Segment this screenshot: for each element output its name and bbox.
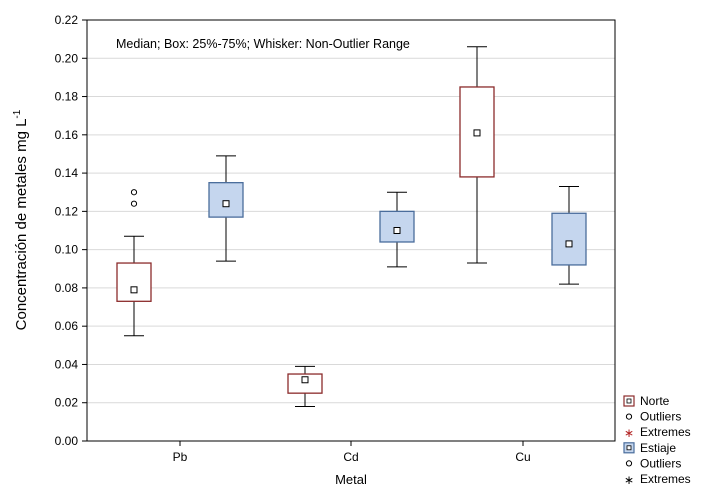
y-tick-label: 0.12 xyxy=(55,204,79,218)
box-iqr xyxy=(208,182,244,218)
legend-label: Extremes xyxy=(640,425,691,439)
box-iqr xyxy=(379,210,415,243)
box-norte-cu xyxy=(459,46,495,264)
median-marker xyxy=(393,227,401,234)
y-tick-label: 0.10 xyxy=(55,243,79,257)
legend-median-icon xyxy=(626,398,632,404)
y-tick-label: 0.04 xyxy=(55,357,79,371)
x-tick-label: Cd xyxy=(343,450,358,464)
outlier-point xyxy=(130,200,138,207)
median-marker xyxy=(130,286,138,294)
box-series xyxy=(116,46,587,408)
legend-median-icon xyxy=(626,445,632,451)
y-tick-label: 0.18 xyxy=(55,90,79,104)
box-norte-pb xyxy=(116,189,152,337)
box-estiaje-pb xyxy=(208,155,244,262)
legend-label: Outliers xyxy=(640,410,681,424)
legend-item-estiaje: Estiaje xyxy=(623,441,676,455)
x-tick-label: Pb xyxy=(173,450,188,464)
y-axis-label-superscript: -1 xyxy=(12,109,23,118)
legend-outlier-icon xyxy=(625,413,633,420)
y-tick-label: 0.08 xyxy=(55,281,79,295)
box-estiaje-cu xyxy=(551,185,587,285)
x-axis-ticks: Pb Cd Cu xyxy=(173,441,531,464)
legend-label: Extremes xyxy=(640,472,691,486)
median-marker xyxy=(222,200,230,208)
y-tick-label: 0.20 xyxy=(55,51,79,65)
y-tick-label: 0.02 xyxy=(55,396,79,410)
median-marker xyxy=(473,129,481,137)
y-tick-label: 0.00 xyxy=(55,434,79,448)
legend-label: Estiaje xyxy=(640,441,676,455)
legend-label: Norte xyxy=(640,394,670,408)
y-axis-label: Concentración de metales mg L-1 xyxy=(12,109,30,330)
legend-item-outliers: Outliers xyxy=(625,456,681,470)
chart-annotation: Median; Box: 25%-75%; Whisker: Non-Outli… xyxy=(116,37,410,51)
box-iqr xyxy=(116,262,152,302)
legend-extreme-icon: ∗ xyxy=(624,473,634,487)
y-tick-label: 0.22 xyxy=(55,13,79,27)
y-tick-label: 0.16 xyxy=(55,128,79,142)
legend-extreme-icon: ∗ xyxy=(624,426,634,440)
legend-label: Outliers xyxy=(640,456,681,470)
y-axis-label-main: Concentración de metales mg L xyxy=(13,119,30,331)
box-iqr xyxy=(551,212,587,266)
median-marker xyxy=(301,376,309,384)
grid-lines xyxy=(87,57,615,404)
x-tick-label: Cu xyxy=(515,450,530,464)
y-tick-label: 0.06 xyxy=(55,319,79,333)
legend-outlier-icon xyxy=(625,460,633,467)
box-iqr xyxy=(287,373,323,394)
plot-frame xyxy=(86,19,616,442)
box-estiaje-cd xyxy=(379,191,415,268)
y-tick-label: 0.14 xyxy=(55,166,79,180)
legend-item-norte: Norte xyxy=(623,394,670,408)
legend-item-extremes: ∗ Extremes xyxy=(624,425,691,440)
y-axis-ticks: 0.00 0.02 0.04 0.06 0.08 0.10 0.12 0.14 0.16 0.18… xyxy=(55,13,87,448)
box-norte-cd xyxy=(287,365,323,408)
legend-item-extremes: ∗ Extremes xyxy=(624,472,691,487)
median-marker xyxy=(565,240,573,248)
x-axis-label: Metal xyxy=(335,472,367,487)
legend-item-outliers: Outliers xyxy=(625,410,681,424)
outlier-point xyxy=(130,189,138,196)
